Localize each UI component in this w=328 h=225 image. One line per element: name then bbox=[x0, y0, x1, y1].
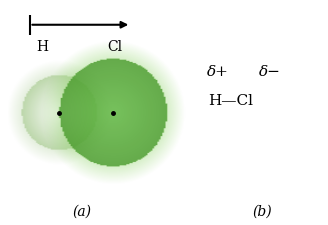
Text: δ+: δ+ bbox=[207, 65, 229, 79]
Text: (b): (b) bbox=[253, 205, 272, 218]
Text: Cl: Cl bbox=[107, 40, 122, 54]
Text: H—Cl: H—Cl bbox=[208, 94, 253, 108]
Text: (a): (a) bbox=[72, 205, 92, 218]
Text: H: H bbox=[37, 40, 49, 54]
Text: δ−: δ− bbox=[259, 65, 281, 79]
